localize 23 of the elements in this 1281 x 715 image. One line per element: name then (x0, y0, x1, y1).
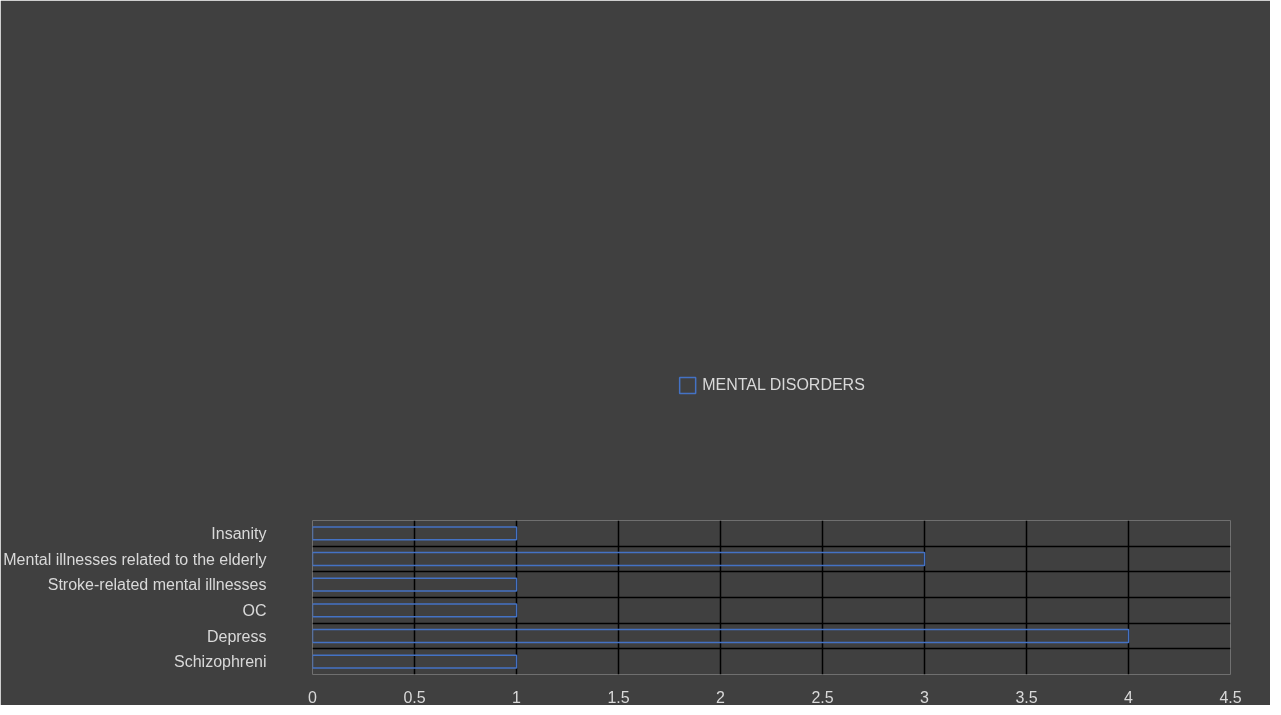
x-tick-label: 2 (716, 688, 726, 706)
bar (312, 577, 518, 592)
bar (312, 603, 518, 618)
y-tick-label: Mental illnesses related to the elderly (3, 550, 267, 568)
y-tick-label: Stroke-related mental illnesses (47, 576, 267, 594)
x-tick-label: 4 (1124, 688, 1134, 706)
x-tick-label: 1.5 (607, 688, 630, 706)
y-tick-label: Depress (206, 627, 267, 645)
x-tick-label: 3 (920, 688, 930, 706)
x-tick-label: 4.5 (1219, 688, 1242, 706)
x-tick-label: 3.5 (1015, 688, 1038, 706)
bar (312, 654, 518, 669)
bar (312, 628, 1130, 644)
x-tick-label: 0 (308, 688, 318, 706)
legend-label: MENTAL DISORDERS (702, 376, 865, 394)
bar (312, 551, 926, 567)
y-tick-label: Insanity (211, 524, 267, 542)
x-tick-label: 2.5 (811, 688, 834, 706)
x-tick-label: 1 (512, 688, 522, 706)
x-tick-label: 0.5 (403, 688, 426, 706)
y-tick-label: OC (242, 601, 267, 619)
y-tick-label: Schizophreni (174, 653, 267, 671)
bar (312, 526, 518, 541)
